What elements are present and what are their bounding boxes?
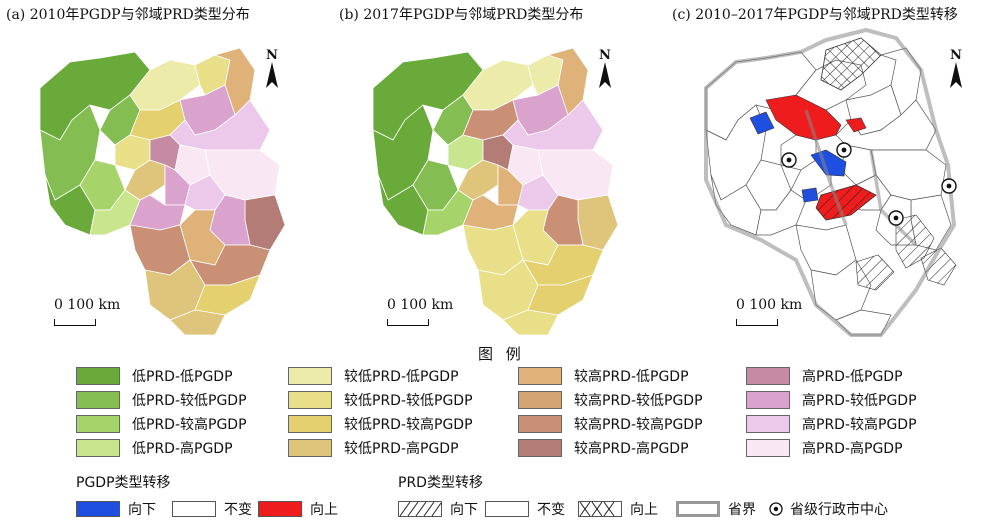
scale-line bbox=[54, 319, 96, 326]
provincial-capital-markers bbox=[781, 142, 957, 226]
prd-same-label: 不变 bbox=[537, 502, 565, 518]
panel-a: (a) 2010年PGDP与邻域PRD类型分布 bbox=[0, 0, 333, 340]
legend-label: 低PRD-低PGDP bbox=[132, 369, 233, 385]
legend-swatch bbox=[288, 415, 332, 433]
legend-label: 低PRD-较低PGDP bbox=[132, 393, 247, 409]
map-transfer bbox=[704, 27, 957, 337]
scale-label: 0 100 km bbox=[736, 297, 803, 313]
legend-swatch bbox=[288, 391, 332, 409]
legend-label: 高PRD-高PGDP bbox=[802, 441, 903, 457]
legend-label: 低PRD-高PGDP bbox=[132, 441, 233, 457]
legend-label: 较高PRD-较高PGDP bbox=[574, 417, 703, 433]
prd-up-swatch bbox=[578, 501, 622, 517]
pgdp-same-label: 不变 bbox=[224, 502, 252, 518]
pgdp-down-region bbox=[801, 187, 819, 203]
map-2017 bbox=[372, 47, 619, 336]
region bbox=[169, 309, 226, 336]
legend-swatch bbox=[518, 367, 562, 385]
legend-swatch bbox=[76, 439, 120, 457]
prd-up-region bbox=[820, 37, 882, 91]
pgdp-down-swatch bbox=[76, 501, 120, 517]
north-arrow: N bbox=[946, 48, 966, 92]
legend-swatch bbox=[746, 439, 790, 457]
region bbox=[244, 194, 286, 251]
legend-swatch bbox=[288, 439, 332, 457]
panel-c: (c) 2010–2017年PGDP与邻域PRD类型转移 bbox=[666, 0, 999, 340]
legend-title: 图 例 bbox=[478, 345, 525, 363]
map-2010 bbox=[39, 47, 286, 336]
prd-up-label: 向上 bbox=[630, 502, 658, 518]
legend-label: 高PRD-低PGDP bbox=[802, 369, 903, 385]
pgdp-down-region bbox=[749, 111, 775, 135]
legend-label: 低PRD-较高PGDP bbox=[132, 417, 247, 433]
capital-label: 省级行政市中心 bbox=[790, 502, 888, 518]
region bbox=[502, 309, 559, 336]
pgdp-up-label: 向上 bbox=[310, 502, 338, 518]
legend-swatch bbox=[746, 367, 790, 385]
legend-swatch bbox=[518, 439, 562, 457]
province-border-label: 省界 bbox=[728, 502, 756, 518]
legend-swatch bbox=[76, 415, 120, 433]
prd-transfer-title: PRD类型转移 bbox=[398, 475, 483, 491]
north-label: N bbox=[266, 48, 278, 63]
pgdp-up-swatch bbox=[258, 501, 302, 517]
north-label: N bbox=[950, 48, 962, 63]
legend-label: 较低PRD-较低PGDP bbox=[344, 393, 473, 409]
legend-label: 较高PRD-高PGDP bbox=[574, 441, 689, 457]
legend-swatch bbox=[76, 367, 120, 385]
prd-down-label: 向下 bbox=[450, 502, 478, 518]
north-arrow: N bbox=[262, 48, 282, 92]
pgdp-transfer-title: PGDP类型转移 bbox=[76, 475, 171, 491]
legend-label: 高PRD-较高PGDP bbox=[802, 417, 917, 433]
legend-swatch bbox=[746, 391, 790, 409]
legend-label: 较低PRD-高PGDP bbox=[344, 441, 459, 457]
legend-label: 较高PRD-较低PGDP bbox=[574, 393, 703, 409]
region bbox=[502, 99, 604, 151]
prd-down-region bbox=[815, 184, 877, 221]
pgdp-up-region bbox=[765, 94, 842, 141]
legend-label: 较低PRD-低PGDP bbox=[344, 369, 459, 385]
legend-label: 较低PRD-较高PGDP bbox=[344, 417, 473, 433]
panel-b: (b) 2017年PGDP与邻域PRD类型分布 bbox=[333, 0, 666, 340]
province-border-swatch bbox=[676, 501, 720, 517]
pgdp-up-region bbox=[845, 117, 867, 133]
capital-dot-icon bbox=[769, 502, 783, 516]
province-border bbox=[704, 27, 957, 337]
region bbox=[169, 99, 271, 151]
prd-down-region bbox=[855, 254, 895, 291]
province-border bbox=[804, 109, 918, 247]
panel-b-title: (b) 2017年PGDP与邻域PRD类型分布 bbox=[339, 7, 584, 23]
legend-swatch bbox=[288, 367, 332, 385]
scale-line bbox=[736, 319, 778, 326]
scale-line bbox=[387, 319, 429, 326]
prd-down-swatch bbox=[398, 501, 442, 517]
legend-swatch bbox=[518, 391, 562, 409]
north-arrow: N bbox=[595, 48, 615, 92]
pgdp-down-label: 向下 bbox=[128, 502, 156, 518]
legend-swatch bbox=[746, 415, 790, 433]
legend-swatch bbox=[76, 391, 120, 409]
north-label: N bbox=[599, 48, 611, 63]
prd-same-swatch bbox=[485, 501, 529, 517]
pgdp-same-swatch bbox=[172, 501, 216, 517]
legend-label: 高PRD-较低PGDP bbox=[802, 393, 917, 409]
region bbox=[577, 194, 619, 251]
panel-c-title: (c) 2010–2017年PGDP与邻域PRD类型转移 bbox=[672, 7, 958, 23]
scale-label: 0 100 km bbox=[387, 297, 454, 313]
legend-swatch bbox=[518, 415, 562, 433]
scale-label: 0 100 km bbox=[54, 297, 121, 313]
panel-a-title: (a) 2010年PGDP与邻域PRD类型分布 bbox=[6, 7, 250, 23]
legend-label: 较高PRD-低PGDP bbox=[574, 369, 689, 385]
